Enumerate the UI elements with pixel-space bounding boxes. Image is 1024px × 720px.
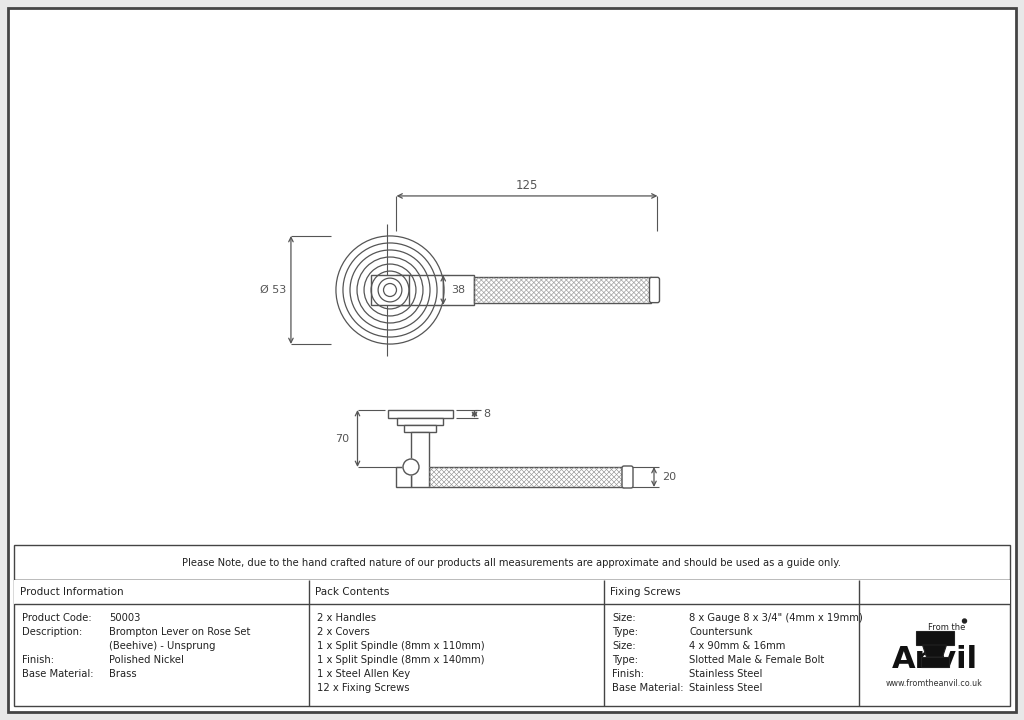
Text: Please Note, due to the hand crafted nature of our products all measurements are: Please Note, due to the hand crafted nat…	[182, 557, 842, 567]
Text: 50003: 50003	[109, 613, 140, 623]
Text: 8: 8	[483, 409, 490, 419]
Text: Brass: Brass	[109, 669, 136, 679]
Text: Product Information: Product Information	[20, 587, 124, 597]
Text: Finish:: Finish:	[612, 669, 644, 679]
FancyBboxPatch shape	[429, 467, 624, 487]
Text: 125: 125	[516, 179, 539, 192]
FancyBboxPatch shape	[397, 418, 443, 425]
Polygon shape	[923, 645, 946, 657]
FancyBboxPatch shape	[14, 545, 1010, 580]
Text: Anvil: Anvil	[892, 646, 978, 675]
Text: www.fromtheanvil.co.uk: www.fromtheanvil.co.uk	[886, 678, 983, 688]
FancyBboxPatch shape	[474, 277, 651, 302]
FancyBboxPatch shape	[622, 466, 633, 488]
FancyBboxPatch shape	[14, 580, 1010, 604]
Text: 70: 70	[336, 433, 349, 444]
FancyBboxPatch shape	[371, 275, 409, 305]
Text: 1 x Split Spindle (8mm x 140mm): 1 x Split Spindle (8mm x 140mm)	[317, 655, 484, 665]
Text: Pack Contents: Pack Contents	[315, 587, 389, 597]
Text: Product Code:: Product Code:	[22, 613, 91, 623]
Circle shape	[963, 619, 967, 623]
Text: 38: 38	[452, 285, 465, 295]
Text: From the: From the	[928, 623, 966, 631]
FancyBboxPatch shape	[387, 410, 453, 418]
FancyBboxPatch shape	[411, 432, 429, 487]
Text: Base Material:: Base Material:	[22, 669, 93, 679]
Text: (Beehive) - Unsprung: (Beehive) - Unsprung	[109, 641, 215, 651]
FancyBboxPatch shape	[915, 631, 953, 645]
Text: Ø 53: Ø 53	[260, 285, 286, 295]
Text: Polished Nickel: Polished Nickel	[109, 655, 184, 665]
Text: Type:: Type:	[612, 627, 638, 637]
Text: 12 x Fixing Screws: 12 x Fixing Screws	[317, 683, 410, 693]
FancyBboxPatch shape	[396, 275, 474, 305]
Text: 1 x Steel Allen Key: 1 x Steel Allen Key	[317, 669, 411, 679]
Text: 2 x Handles: 2 x Handles	[317, 613, 376, 623]
Text: Finish:: Finish:	[22, 655, 54, 665]
Text: Base Material:: Base Material:	[612, 683, 683, 693]
FancyBboxPatch shape	[8, 8, 1016, 712]
Text: Slotted Male & Female Bolt: Slotted Male & Female Bolt	[689, 655, 824, 665]
Circle shape	[403, 459, 419, 475]
Text: 1 x Split Spindle (8mm x 110mm): 1 x Split Spindle (8mm x 110mm)	[317, 641, 484, 651]
Text: Size:: Size:	[612, 613, 636, 623]
Text: Description:: Description:	[22, 627, 82, 637]
FancyBboxPatch shape	[14, 580, 1010, 706]
Text: Countersunk: Countersunk	[689, 627, 753, 637]
FancyBboxPatch shape	[404, 425, 436, 432]
Text: Type:: Type:	[612, 655, 638, 665]
Text: 20: 20	[662, 472, 676, 482]
Text: Fixing Screws: Fixing Screws	[610, 587, 681, 597]
FancyBboxPatch shape	[396, 467, 411, 487]
Text: Stainless Steel: Stainless Steel	[689, 683, 763, 693]
Text: Brompton Lever on Rose Set: Brompton Lever on Rose Set	[109, 627, 251, 637]
FancyBboxPatch shape	[921, 657, 948, 667]
Text: Size:: Size:	[612, 641, 636, 651]
Text: Stainless Steel: Stainless Steel	[689, 669, 763, 679]
Text: 2 x Covers: 2 x Covers	[317, 627, 370, 637]
Text: 4 x 90mm & 16mm: 4 x 90mm & 16mm	[689, 641, 785, 651]
FancyBboxPatch shape	[649, 277, 659, 302]
Text: 8 x Gauge 8 x 3/4" (4mm x 19mm): 8 x Gauge 8 x 3/4" (4mm x 19mm)	[689, 613, 863, 623]
